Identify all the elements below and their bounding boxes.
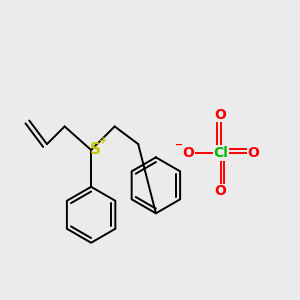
Text: +: +	[99, 136, 107, 146]
Text: O: O	[182, 146, 194, 160]
Text: −: −	[175, 140, 183, 150]
Text: Cl: Cl	[213, 146, 228, 160]
Text: S: S	[90, 142, 101, 158]
Text: O: O	[247, 146, 259, 160]
Text: O: O	[215, 108, 226, 122]
Text: O: O	[215, 184, 226, 198]
